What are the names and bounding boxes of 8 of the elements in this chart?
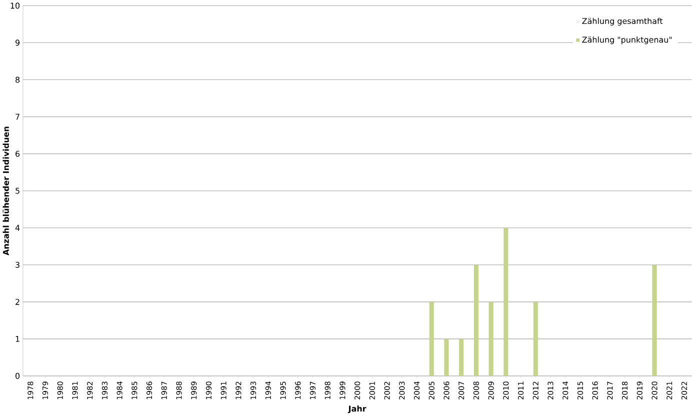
bar [444,338,449,376]
bar [533,302,538,376]
bar [459,338,464,376]
bar [504,228,508,376]
bar [488,302,494,376]
bar [474,264,478,376]
bar [429,302,434,376]
bar [652,264,657,376]
